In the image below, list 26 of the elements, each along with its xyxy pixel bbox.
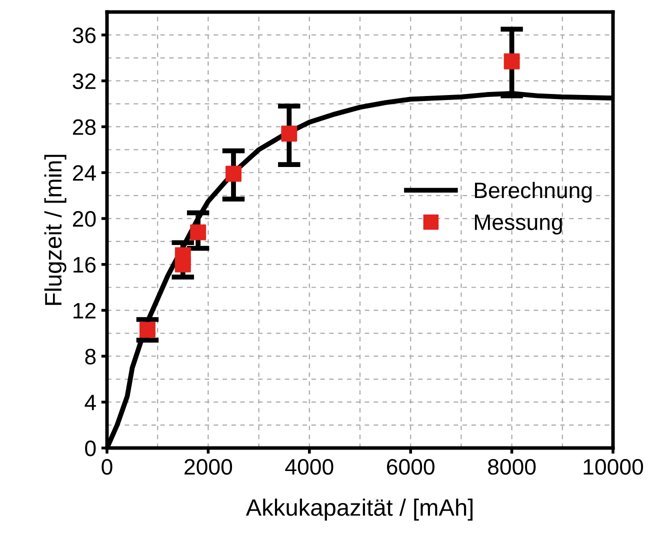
point [281,126,298,142]
y-tick-label: 32 [72,73,96,90]
x-tick-label: 6000 [387,459,434,475]
x-axis-title: Akkukapazität / [mAh] [246,498,472,521]
x-tick-label: 2000 [184,459,232,475]
y-tick-label: 20 [72,211,96,227]
y-tick-label: 24 [72,165,96,181]
y-tick-label: 36 [72,27,96,44]
y-tick-label: 4 [84,394,96,410]
y-tick-label: 0 [85,440,96,456]
point [140,322,156,338]
point [504,53,520,70]
point [190,224,206,240]
x-tick-label: 0 [102,459,112,475]
x-tick-label: 10000 [584,459,644,475]
point [226,166,242,182]
x-tick-label: 8000 [488,459,536,475]
y-tick-label: 12 [74,302,96,318]
y-tick-label: 16 [74,256,96,273]
y-axis-title: Flugzeit / [min] [44,154,66,305]
y-tick-label: 8 [85,348,96,364]
legend-label: Messung [474,214,562,234]
point [174,247,191,264]
x-tick-label: 4000 [285,459,334,475]
y-tick-label: 28 [72,119,96,136]
legend-label: Berechnung [474,182,592,203]
